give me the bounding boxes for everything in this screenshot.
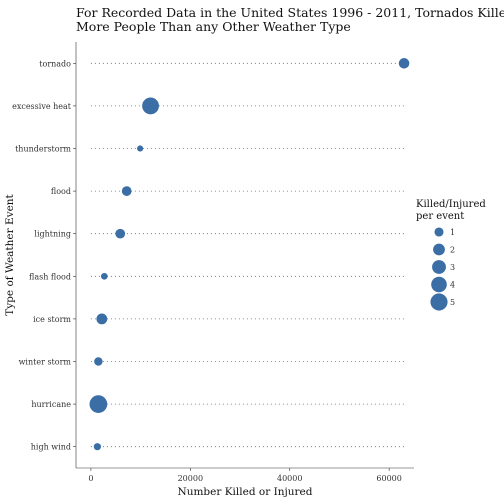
legend-label-4: 4 [450, 281, 455, 290]
legend-key-4 [431, 276, 447, 293]
legend-key-1 [434, 227, 444, 237]
x-axis: 0 20000 40000 60000 [76, 467, 414, 483]
point-hurricane [89, 395, 108, 413]
legend-label-2: 2 [450, 246, 455, 255]
point-ice-storm [96, 313, 108, 325]
y-tick-label: winter storm [19, 358, 72, 367]
y-tick-label: lightning [34, 230, 71, 239]
point-lightning [115, 228, 126, 239]
y-tick-label: flash flood [29, 272, 71, 281]
point-flood [121, 186, 132, 196]
point-thunderstorm [137, 145, 144, 152]
legend-label-3: 3 [450, 263, 455, 272]
legend: Killed/Injured per event 1 2 3 4 5 [416, 199, 486, 311]
y-tick-label: excessive heat [12, 102, 72, 111]
x-axis-title: Number Killed or Injured [178, 486, 313, 498]
x-tick-label: 0 [88, 474, 93, 483]
y-axis-title: Type of Weather Event [4, 193, 16, 315]
dotted-guide-lines [90, 62, 405, 448]
x-tick-label: 20000 [178, 474, 203, 483]
legend-key-2 [433, 243, 445, 256]
point-high-wind [93, 443, 101, 451]
y-tick-label: tornado [39, 59, 71, 68]
legend-key-3 [432, 260, 446, 274]
y-tick-label: flood [51, 187, 71, 196]
legend-label-5: 5 [450, 298, 455, 307]
y-tick-label: ice storm [33, 315, 71, 324]
y-tick-label: thunderstorm [15, 145, 71, 154]
x-tick-label: 40000 [277, 474, 302, 483]
point-winter-storm [94, 357, 103, 366]
y-tick-label: hurricane [31, 400, 71, 409]
legend-title-line-1: Killed/Injured [416, 199, 486, 210]
point-excessive-heat [142, 97, 159, 115]
legend-title-line-2: per event [416, 211, 464, 222]
legend-label-1: 1 [450, 228, 455, 237]
data-points [89, 58, 410, 451]
x-tick-label: 60000 [376, 474, 401, 483]
point-flash-flood [100, 272, 108, 280]
point-tornado [398, 58, 410, 69]
legend-key-5 [430, 293, 448, 311]
chart-title-line-1: For Recorded Data in the United States 1… [76, 5, 504, 20]
y-axis: tornado excessive heat thunderstorm flood li… [12, 42, 77, 468]
y-tick-label: high wind [31, 443, 71, 452]
chart-title-line-2: More People Than any Other Weather Type [76, 19, 351, 34]
